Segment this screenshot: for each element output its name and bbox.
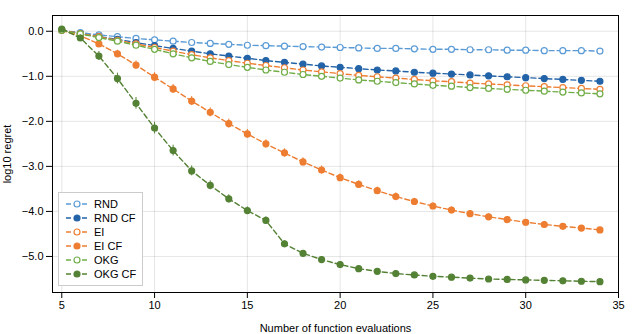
html-text:OKG: OKG [94, 254, 119, 266]
html-text:EI: EI [94, 226, 105, 238]
svg-text:−1.0: −1.0 [22, 70, 44, 82]
html-text:EI CF: EI CF [94, 240, 123, 252]
svg-text:log10 regret: log10 regret [1, 125, 13, 184]
svg-text:15: 15 [241, 299, 253, 311]
svg-text:30: 30 [520, 299, 532, 311]
svg-text:−3.0: −3.0 [22, 160, 44, 172]
html-text:RND: RND [94, 198, 118, 210]
svg-text:0.0: 0.0 [28, 25, 43, 37]
html-text:OKG CF: OKG CF [94, 268, 137, 280]
svg-text:−2.0: −2.0 [22, 115, 44, 127]
svg-text:10: 10 [148, 299, 160, 311]
svg-text:25: 25 [427, 299, 439, 311]
svg-text:35: 35 [612, 299, 624, 311]
svg-text:Number of function evaluations: Number of function evaluations [260, 322, 412, 334]
html-text:RND CF: RND CF [94, 212, 136, 224]
svg-text:20: 20 [334, 299, 346, 311]
svg-text:−5.0: −5.0 [22, 250, 44, 262]
svg-text:−4.0: −4.0 [22, 205, 44, 217]
svg-text:5: 5 [59, 299, 65, 311]
